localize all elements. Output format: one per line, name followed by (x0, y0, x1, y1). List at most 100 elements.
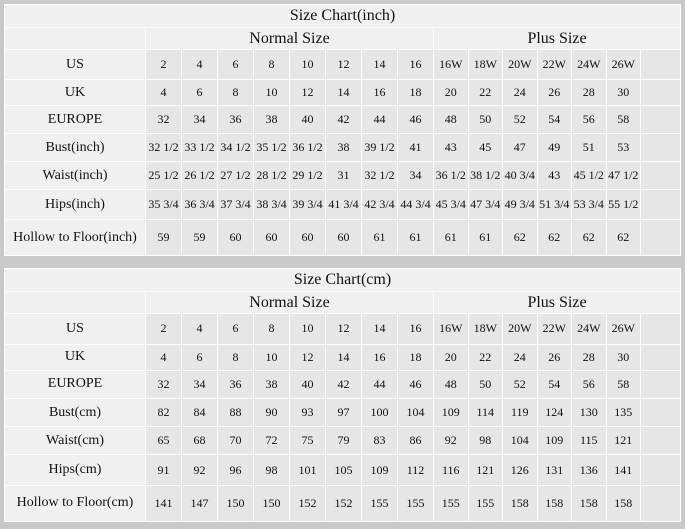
table-cell: 38 (325, 133, 362, 162)
table-cell: 28 1/2 (253, 161, 290, 190)
table-cell: 16 (361, 79, 398, 106)
table-cell: 50 (467, 105, 503, 134)
table-cell: 36 (217, 369, 254, 400)
row-label: Waist(inch) (4, 161, 146, 190)
table-cell: 10 (289, 313, 326, 345)
table-cell: 32 (145, 105, 182, 134)
row-label: EUROPE (4, 105, 146, 134)
table-cell: 155 (467, 484, 503, 523)
table-title: Size Chart(inch) (4, 4, 681, 28)
table-cell: 10 (253, 79, 290, 106)
table-cell: 2 (145, 49, 182, 80)
table-cell: 28 (571, 343, 607, 371)
corner-cell (4, 27, 146, 50)
table-cell: 141 (145, 484, 182, 523)
row-label: Waist(cm) (4, 426, 146, 456)
table-cell: 6 (181, 343, 218, 371)
table-cell: 35 3/4 (145, 189, 182, 220)
table-cell: 141 (605, 454, 641, 486)
table-cell: 38 (253, 105, 290, 134)
row-label: UK (4, 343, 146, 371)
table-cell: 40 (289, 369, 326, 400)
table-cell: 32 (145, 369, 182, 400)
table-row: Waist(inch) 25 1/2 26 1/2 27 1/2 28 1/2 29 1/… (4, 161, 681, 190)
table-cell: 96 (217, 454, 254, 486)
empty-cell (640, 454, 681, 486)
table-cell: 70 (217, 426, 254, 456)
table-cell: 46 (397, 105, 434, 134)
table-cell: 98 (467, 426, 503, 456)
table-cell: 109 (361, 454, 398, 486)
table-cell: 82 (145, 397, 182, 428)
table-cell: 114 (467, 397, 503, 428)
empty-cell (640, 49, 681, 80)
table-cell: 119 (502, 397, 538, 428)
table-cell: 20W (502, 49, 538, 80)
table-cell: 18W (467, 49, 503, 80)
table-cell: 42 (325, 105, 362, 134)
table-cell: 16W (433, 313, 469, 345)
table-cell: 116 (433, 454, 469, 486)
table-cell: 4 (181, 49, 218, 80)
table-cell: 54 (536, 369, 572, 400)
table-cell: 49 (536, 133, 572, 162)
table-cell: 36 1/2 (289, 133, 326, 162)
table-cell: 41 (397, 133, 434, 162)
table-cell: 56 (571, 105, 607, 134)
table-cell: 38 (253, 369, 290, 400)
table-cell: 60 (289, 219, 326, 256)
table-cell: 44 3/4 (397, 189, 434, 220)
table-cell: 61 (361, 219, 398, 256)
row-label: Bust(inch) (4, 133, 146, 162)
table-cell: 37 3/4 (217, 189, 254, 220)
table-cell: 12 (289, 79, 326, 106)
table-cell: 88 (217, 397, 254, 428)
table-row: Bust(cm) 82 84 88 90 93 97 100 104 109 114 119 124 13… (4, 397, 681, 428)
table-cell: 41 3/4 (325, 189, 362, 220)
table-cell: 26 (536, 79, 572, 106)
group-header-plus: Plus Size (433, 27, 681, 50)
size-table: Size Chart(cm) Normal Size Plus Size US 2 4… (4, 267, 681, 523)
table-cell: 6 (217, 49, 254, 80)
table-cell: 4 (145, 79, 182, 106)
table-cell: 16 (397, 313, 434, 345)
table-cell: 115 (571, 426, 607, 456)
table-cell: 45 (467, 133, 503, 162)
table-cell: 131 (536, 454, 572, 486)
table-cell: 14 (361, 49, 398, 80)
table-cell: 4 (145, 343, 182, 371)
table-cell: 61 (467, 219, 503, 256)
empty-cell (640, 105, 681, 134)
table-cell: 109 (536, 426, 572, 456)
table-cell: 6 (181, 79, 218, 106)
table-cell: 30 (605, 79, 641, 106)
table-cell: 14 (325, 343, 362, 371)
table-cell: 34 (181, 105, 218, 134)
table-cell: 155 (361, 484, 398, 523)
table-cell: 26W (605, 313, 641, 345)
table-cell: 35 1/2 (253, 133, 290, 162)
table-cell: 48 (433, 105, 469, 134)
row-label: US (4, 313, 146, 345)
table-cell: 158 (536, 484, 572, 523)
table-cell: 51 (571, 133, 607, 162)
table-cell: 47 (502, 133, 538, 162)
table-row: Bust(inch) 32 1/2 33 1/2 34 1/2 35 1/2 36 1/2… (4, 133, 681, 162)
table-cell: 36 3/4 (181, 189, 218, 220)
table-cell: 130 (571, 397, 607, 428)
table-cell: 10 (253, 343, 290, 371)
table-cell: 136 (571, 454, 607, 486)
table-cell: 36 (217, 105, 254, 134)
table-cell: 93 (289, 397, 326, 428)
table-cell: 86 (397, 426, 434, 456)
table-cell: 158 (571, 484, 607, 523)
row-label: Hollow to Floor(inch) (4, 219, 146, 256)
table-cell: 62 (605, 219, 641, 256)
table-cell: 62 (571, 219, 607, 256)
table-cell: 60 (253, 219, 290, 256)
table-cell: 14 (325, 79, 362, 106)
empty-cell (640, 313, 681, 345)
table-cell: 97 (325, 397, 362, 428)
table-cell: 16 (397, 49, 434, 80)
table-row: US 2 4 6 8 10 12 14 16 16W 18W 20W 22W 24W 26W (4, 313, 681, 345)
